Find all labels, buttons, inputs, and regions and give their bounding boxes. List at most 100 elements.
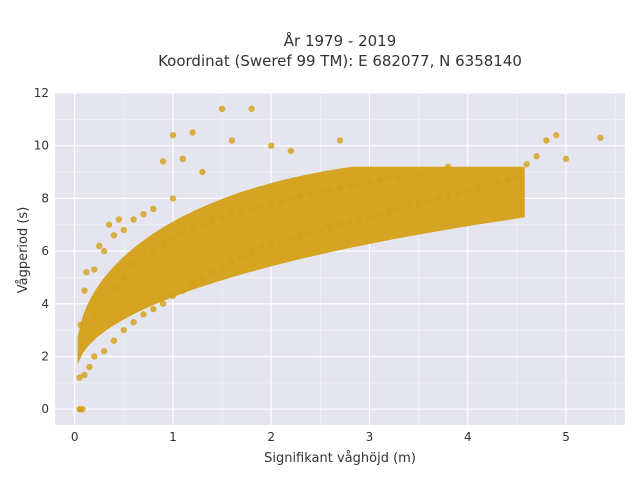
scatter-point bbox=[297, 232, 304, 239]
scatter-point bbox=[484, 182, 491, 189]
scatter-point bbox=[100, 348, 108, 355]
y-tick-label: 6 bbox=[41, 244, 49, 258]
scatter-point bbox=[218, 105, 226, 113]
scatter-point bbox=[120, 326, 127, 334]
scatter-point bbox=[140, 211, 147, 218]
scatter-point bbox=[523, 160, 530, 168]
scatter-point bbox=[130, 319, 137, 326]
scatter-point bbox=[228, 211, 236, 218]
scatter-point bbox=[248, 205, 255, 213]
scatter-point bbox=[159, 239, 167, 247]
scatter-point bbox=[444, 192, 452, 199]
scatter-point bbox=[297, 192, 304, 199]
scatter-point bbox=[110, 232, 118, 239]
scatter-point bbox=[238, 208, 245, 215]
scatter-point bbox=[503, 176, 511, 184]
scatter-point bbox=[346, 182, 354, 189]
scatter-point bbox=[287, 234, 295, 242]
scatter-point bbox=[150, 247, 157, 255]
scatter-point bbox=[415, 171, 422, 178]
scatter-point bbox=[597, 134, 604, 141]
scatter-point bbox=[385, 174, 393, 181]
scatter-point bbox=[120, 226, 127, 234]
chart-title-line2: Koordinat (Sweref 99 TM): E 682077, N 63… bbox=[158, 52, 522, 70]
scatter-point bbox=[179, 287, 186, 294]
scatter-point bbox=[105, 221, 113, 228]
scatter-point bbox=[356, 216, 363, 223]
scatter-point bbox=[169, 234, 177, 242]
scatter-point bbox=[326, 224, 334, 231]
scatter-point bbox=[425, 197, 432, 205]
scatter-point bbox=[258, 242, 265, 250]
scatter-point bbox=[115, 216, 123, 223]
scatter-point bbox=[376, 176, 383, 184]
scatter-point bbox=[346, 218, 354, 226]
scatter-point bbox=[159, 158, 167, 165]
x-tick-label: 2 bbox=[267, 430, 275, 444]
scatter-point bbox=[317, 187, 324, 194]
scatter-point bbox=[356, 182, 363, 189]
scatter-density-band bbox=[77, 166, 525, 365]
scatter-point bbox=[199, 221, 206, 228]
scatter-point bbox=[307, 189, 314, 197]
scatter-point bbox=[336, 221, 344, 228]
scatter-point bbox=[366, 179, 373, 186]
scatter-point bbox=[209, 216, 216, 223]
scatter-point bbox=[77, 405, 84, 413]
x-tick-label: 5 bbox=[562, 430, 570, 444]
scatter-point bbox=[395, 205, 403, 213]
scatter-point bbox=[130, 216, 137, 223]
scatter-point bbox=[464, 187, 471, 194]
y-tick-label: 2 bbox=[41, 349, 49, 363]
scatter-point bbox=[189, 129, 196, 136]
scatter-point bbox=[91, 353, 98, 360]
scatter-point bbox=[110, 284, 118, 292]
scatter-point bbox=[533, 153, 540, 160]
scatter-point bbox=[150, 205, 157, 213]
scatter-point bbox=[76, 374, 83, 381]
scatter-point bbox=[543, 137, 550, 144]
scatter-point bbox=[248, 105, 255, 113]
scatter-point bbox=[553, 131, 560, 139]
y-axis-ticks: 0 2 4 6 8 10 12 bbox=[34, 86, 49, 416]
scatter-point bbox=[376, 211, 383, 218]
scatter-point bbox=[366, 213, 373, 221]
scatter-point bbox=[268, 200, 275, 207]
scatter-point bbox=[435, 195, 442, 202]
scatter-point bbox=[228, 258, 236, 265]
scatter-point bbox=[336, 184, 344, 192]
scatter-point bbox=[169, 131, 177, 139]
scatter-point bbox=[258, 203, 265, 210]
scatter-point bbox=[91, 313, 98, 321]
scatter-point bbox=[218, 213, 226, 221]
scatter-point bbox=[86, 363, 93, 371]
x-tick-label: 4 bbox=[464, 430, 472, 444]
x-axis-ticks: 0 1 2 3 4 5 bbox=[71, 430, 570, 444]
scatter-point bbox=[415, 200, 422, 207]
scatter-point bbox=[317, 226, 324, 234]
scatter-point bbox=[218, 263, 226, 271]
scatter-point bbox=[474, 184, 481, 192]
y-tick-label: 0 bbox=[41, 402, 49, 416]
scatter-point bbox=[140, 253, 147, 260]
x-tick-label: 1 bbox=[169, 430, 177, 444]
scatter-point bbox=[110, 337, 118, 344]
scatter-point bbox=[248, 247, 255, 255]
scatter-point bbox=[159, 300, 167, 307]
scatter-point bbox=[326, 187, 334, 194]
scatter-point bbox=[228, 137, 236, 144]
scatter-point bbox=[169, 292, 177, 300]
scatter-point bbox=[91, 266, 98, 273]
y-tick-label: 10 bbox=[34, 139, 49, 153]
scatter-point bbox=[494, 179, 501, 186]
scatter-point bbox=[179, 229, 186, 236]
scatter-point bbox=[336, 137, 344, 144]
scatter-point bbox=[130, 261, 137, 268]
scatter-point bbox=[179, 155, 186, 163]
scatter-point bbox=[140, 311, 147, 318]
scatter-point bbox=[444, 163, 452, 170]
scatter-point bbox=[562, 155, 570, 163]
scatter-point bbox=[79, 342, 86, 350]
scatter-point bbox=[189, 224, 196, 231]
scatter-point bbox=[209, 268, 216, 276]
